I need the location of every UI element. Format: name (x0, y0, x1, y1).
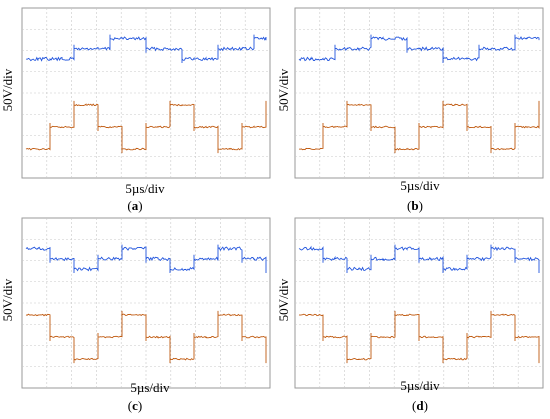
y-axis-label: 50V/div (0, 68, 15, 111)
trace-ch2 (25, 100, 267, 154)
x-axis-label: 5µs/div (400, 178, 440, 193)
panel-caption: (b) (407, 198, 423, 213)
y-axis-label: 50V/div (276, 68, 291, 111)
trace-ch2 (298, 100, 540, 154)
x-axis-label: 5µs/div (130, 380, 170, 395)
trace-ch1 (25, 244, 267, 273)
x-axis-label: 5µs/div (125, 181, 165, 196)
panel-caption: (c) (128, 398, 142, 413)
scope-panel-a: 50V/div 5µs/div (a) (0, 7, 271, 213)
scope-panel-d: 50V/div 5µs/div (d) (276, 217, 544, 413)
y-axis-label: 50V/div (0, 278, 15, 321)
x-axis-label: 5µs/div (400, 378, 440, 393)
trace-ch1 (25, 34, 267, 63)
trace-ch2 (25, 310, 267, 364)
y-axis-label: 50V/div (276, 278, 291, 321)
scope-panel-b: 50V/div 5µs/div (b) (276, 7, 544, 213)
trace-ch1 (298, 244, 540, 273)
scope-panel-c: 50V/div 5µs/div (c) (0, 217, 271, 413)
panel-caption: (a) (127, 198, 142, 213)
panel-caption: (d) (412, 398, 428, 413)
trace-ch1 (298, 34, 540, 63)
trace-ch2 (298, 310, 540, 364)
